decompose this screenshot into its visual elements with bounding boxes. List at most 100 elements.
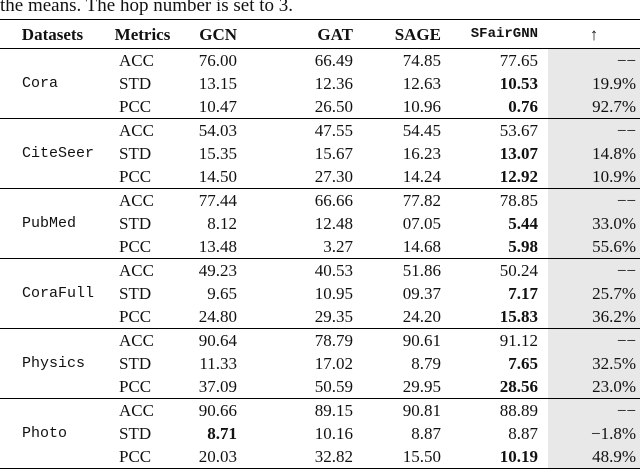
column-header: ↑ [548,19,640,49]
cell: 5.44 [451,212,548,235]
bold-value: 7.17 [508,284,538,303]
cell: 29.95 [402,377,441,396]
cell: 13.15 [198,74,237,93]
cell: 14.24 [402,167,441,186]
cell: 55.6% [548,235,640,259]
data-row: PCC 24.80 29.35 24.20 15.83 36.2% [0,305,640,329]
cell: 12.92 [451,165,548,189]
cell: 11.33 [199,354,237,373]
data-row: STD 8.12 12.48 07.05 5.44 33.0% [0,212,640,235]
cell: 12.36 [314,74,353,93]
cell: 28.56 [451,375,548,399]
bold-value: 12.92 [499,167,538,186]
cell: 15.83 [451,305,548,329]
metric: STD [119,144,152,163]
cell: 77.65 [499,51,538,70]
cell: 24.80 [198,307,237,326]
column-header: GCN [180,19,247,49]
metric: STD [119,424,152,443]
column-header: SAGE [363,19,451,49]
cell: 0.76 [451,95,548,119]
cell: −− [548,188,640,212]
metric: PCC [119,237,152,256]
cell: 10.19 [451,445,548,469]
cell: 13.07 [451,142,548,165]
metric: ACC [119,51,154,70]
cell: 14.50 [198,167,237,186]
cell: 92.7% [548,95,640,119]
metric: STD [119,284,152,303]
metric: ACC [119,121,154,140]
cell: 8.87 [411,424,441,443]
metric: STD [119,354,152,373]
cell: 07.05 [402,214,441,233]
cell: 48.9% [548,445,640,469]
bold-value: 28.56 [499,377,538,396]
cell: −− [548,258,640,282]
cell: 54.03 [198,121,237,140]
data-row: Physics ACC 90.64 78.79 90.61 91.12 −− [0,328,640,372]
cell: 90.61 [402,331,441,350]
cell: 15.50 [402,447,441,466]
cell: 7.65 [451,352,548,375]
bold-value: 5.44 [508,214,538,233]
cell: 13.48 [198,237,237,256]
cell: 88.89 [499,401,538,420]
cell: 10.16 [314,424,353,443]
data-row: PubMed ACC 77.44 66.66 77.82 78.85 −− [0,188,640,232]
header-row: Datasets Metrics GCN GAT SAGE SFairGNN ↑ [0,19,640,49]
cell: 90.66 [198,401,237,420]
cell: 16.23 [402,144,441,163]
bold-value: 10.19 [499,447,538,466]
cell: 47.55 [314,121,353,140]
cell: 15.35 [198,144,237,163]
metric: STD [119,214,152,233]
cell: 50.59 [314,377,353,396]
column-header: Metrics [105,19,180,49]
metric: PCC [119,307,152,326]
cell: 53.67 [499,121,538,140]
cell: 8.87 [508,424,538,443]
dataset-group: Physics ACC 90.64 78.79 90.61 91.12 −− STD 11.33… [0,328,640,399]
dataset-name: Physics [22,355,86,372]
cell: 24.20 [402,307,441,326]
data-row: STD 15.35 15.67 16.23 13.07 14.8% [0,142,640,165]
data-row: STD 9.65 10.95 09.37 7.17 25.7% [0,282,640,305]
cell: 66.49 [314,51,353,70]
cell: 19.9% [548,72,640,95]
data-row: Cora ACC 76.00 66.49 74.85 77.65 −− [0,48,640,92]
metric: ACC [119,191,154,210]
cell: 5.98 [451,235,548,259]
cell: −− [548,398,640,422]
cell: 90.64 [198,331,237,350]
cell: 26.50 [314,97,353,116]
cell: 10.53 [451,72,548,95]
dataset-group: PubMed ACC 77.44 66.66 77.82 78.85 −− STD 8.12 12… [0,188,640,259]
cell: 12.63 [402,74,441,93]
cell: 90.81 [402,401,441,420]
cell: 77.44 [198,191,237,210]
cell: 09.37 [402,284,441,303]
cell: −1.8% [548,422,640,445]
cell: 33.0% [548,212,640,235]
cell: 66.66 [314,191,353,210]
cell: 76.00 [198,51,237,70]
cell: 77.82 [402,191,441,210]
data-row: PCC 13.48 3.27 14.68 5.98 55.6% [0,235,640,259]
data-row: PCC 10.47 26.50 10.96 0.76 92.7% [0,95,640,119]
dataset-group: Photo ACC 90.66 89.15 90.81 88.89 −− STD 8.71 10.… [0,398,640,469]
data-row: STD 8.71 10.16 8.87 8.87 −1.8% [0,422,640,445]
cell: 91.12 [499,331,538,350]
cell: 40.53 [314,261,353,280]
cell: 10.9% [548,165,640,189]
data-row: Photo ACC 90.66 89.15 90.81 88.89 −− [0,398,640,442]
metric: ACC [119,331,154,350]
cell: 32.82 [314,447,353,466]
cell: 10.96 [402,97,441,116]
dataset-name: CiteSeer [22,145,95,162]
cell: −− [548,328,640,352]
dataset-name: CoraFull [22,285,95,302]
results-table: Datasets Metrics GCN GAT SAGE SFairGNN ↑ Cora A… [0,19,640,469]
cell: 20.03 [198,447,237,466]
metric: PCC [119,97,152,116]
